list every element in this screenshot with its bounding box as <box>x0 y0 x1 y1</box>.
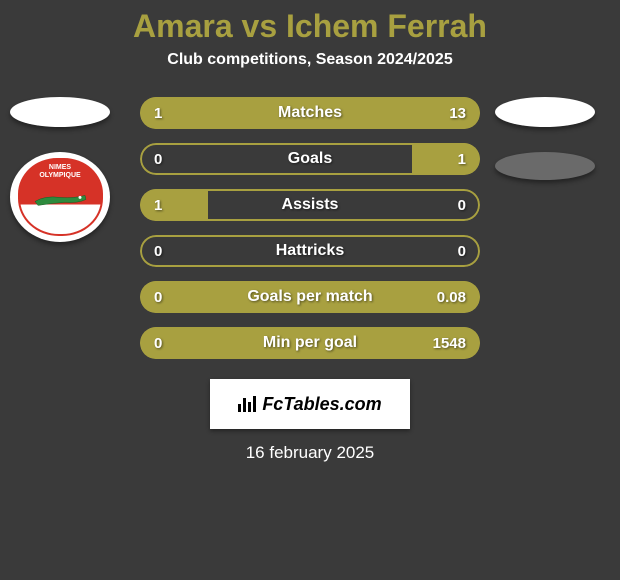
branding-box: FcTables.com <box>210 379 410 429</box>
stat-label: Hattricks <box>140 242 480 260</box>
team-disc-right <box>495 152 595 180</box>
stat-row: 0Goals per match0.08 <box>140 281 480 313</box>
badge-shield: NIMES OLYMPIQUE <box>18 158 103 236</box>
stat-label: Assists <box>140 196 480 214</box>
badge-text: NIMES OLYMPIQUE <box>20 164 101 179</box>
stat-row: 0Hattricks0 <box>140 235 480 267</box>
chart-icon <box>238 396 256 412</box>
stat-value-right: 0 <box>458 243 466 260</box>
stats-container: 1Matches130Goals11Assists00Hattricks00Go… <box>140 97 480 359</box>
crocodile-icon <box>30 187 90 211</box>
badge-line1: NIMES <box>49 164 71 171</box>
page-title: Amara vs Ichem Ferrah <box>0 0 620 51</box>
stat-value-right: 1 <box>458 151 466 168</box>
player-disc-right <box>495 97 595 127</box>
stat-row: 0Min per goal1548 <box>140 327 480 359</box>
stat-value-right: 0.08 <box>437 289 466 306</box>
stat-row: 0Goals1 <box>140 143 480 175</box>
stat-label: Matches <box>140 104 480 122</box>
stat-row: 1Matches13 <box>140 97 480 129</box>
stat-value-right: 13 <box>449 105 466 122</box>
right-logo-column <box>480 97 610 180</box>
stat-value-right: 1548 <box>433 335 466 352</box>
content-area: NIMES OLYMPIQUE 1Matches130Goals11Assist… <box>0 97 620 359</box>
stat-label: Goals <box>140 150 480 168</box>
player-disc-left <box>10 97 110 127</box>
date-text: 16 february 2025 <box>0 443 620 463</box>
stat-label: Goals per match <box>140 288 480 306</box>
team-badge-left: NIMES OLYMPIQUE <box>10 152 110 242</box>
stat-label: Min per goal <box>140 334 480 352</box>
branding-text: FcTables.com <box>262 394 381 415</box>
stat-value-right: 0 <box>458 197 466 214</box>
stat-row: 1Assists0 <box>140 189 480 221</box>
left-logo-column: NIMES OLYMPIQUE <box>10 97 110 242</box>
badge-line2: OLYMPIQUE <box>39 172 80 179</box>
page-subtitle: Club competitions, Season 2024/2025 <box>0 51 620 69</box>
